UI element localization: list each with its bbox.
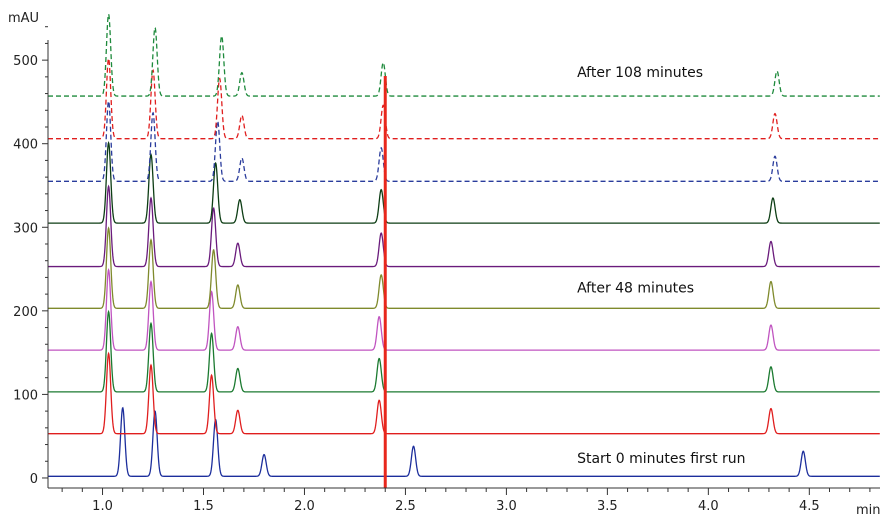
y-tick-label: 300 (13, 221, 38, 236)
series-line-0 (48, 406, 880, 477)
series-line-3 (48, 268, 880, 351)
annotation-start: Start 0 minutes first run (577, 451, 745, 467)
y-tick-label: 100 (13, 388, 38, 403)
series-line-4 (48, 226, 880, 309)
annotation-after-48: After 48 minutes (577, 280, 694, 296)
x-axis-title: min (856, 503, 881, 518)
y-axis-title: mAU (8, 11, 39, 26)
series-line-1 (48, 351, 880, 435)
y-tick-label: 200 (13, 305, 38, 320)
series-line-9 (48, 12, 880, 97)
x-tick-label: 2.5 (395, 499, 416, 514)
chromatogram-traces (48, 12, 880, 477)
axis-ticks: 0 100 200 300 400 500 1.0 1.5 2.0 2.5 3.0 3.5 4.0 4.5 (13, 26, 871, 514)
x-tick-label: 2.0 (294, 499, 315, 514)
series-line-2 (48, 309, 880, 393)
series-line-6 (48, 141, 880, 224)
x-tick-label: 4.5 (799, 499, 820, 514)
x-tick-label: 3.0 (496, 499, 517, 514)
x-tick-label: 3.5 (597, 499, 618, 514)
axes (47, 40, 880, 489)
series-line-5 (48, 184, 880, 268)
y-tick-label: 0 (30, 472, 38, 487)
series-line-7 (48, 99, 880, 182)
series-line-8 (48, 56, 880, 140)
y-tick-label: 500 (13, 54, 38, 69)
x-tick-label: 1.5 (193, 499, 214, 514)
x-tick-label: 4.0 (698, 499, 719, 514)
annotation-after-108: After 108 minutes (577, 65, 703, 81)
y-tick-label: 400 (13, 138, 38, 153)
x-tick-label: 1.0 (92, 499, 113, 514)
